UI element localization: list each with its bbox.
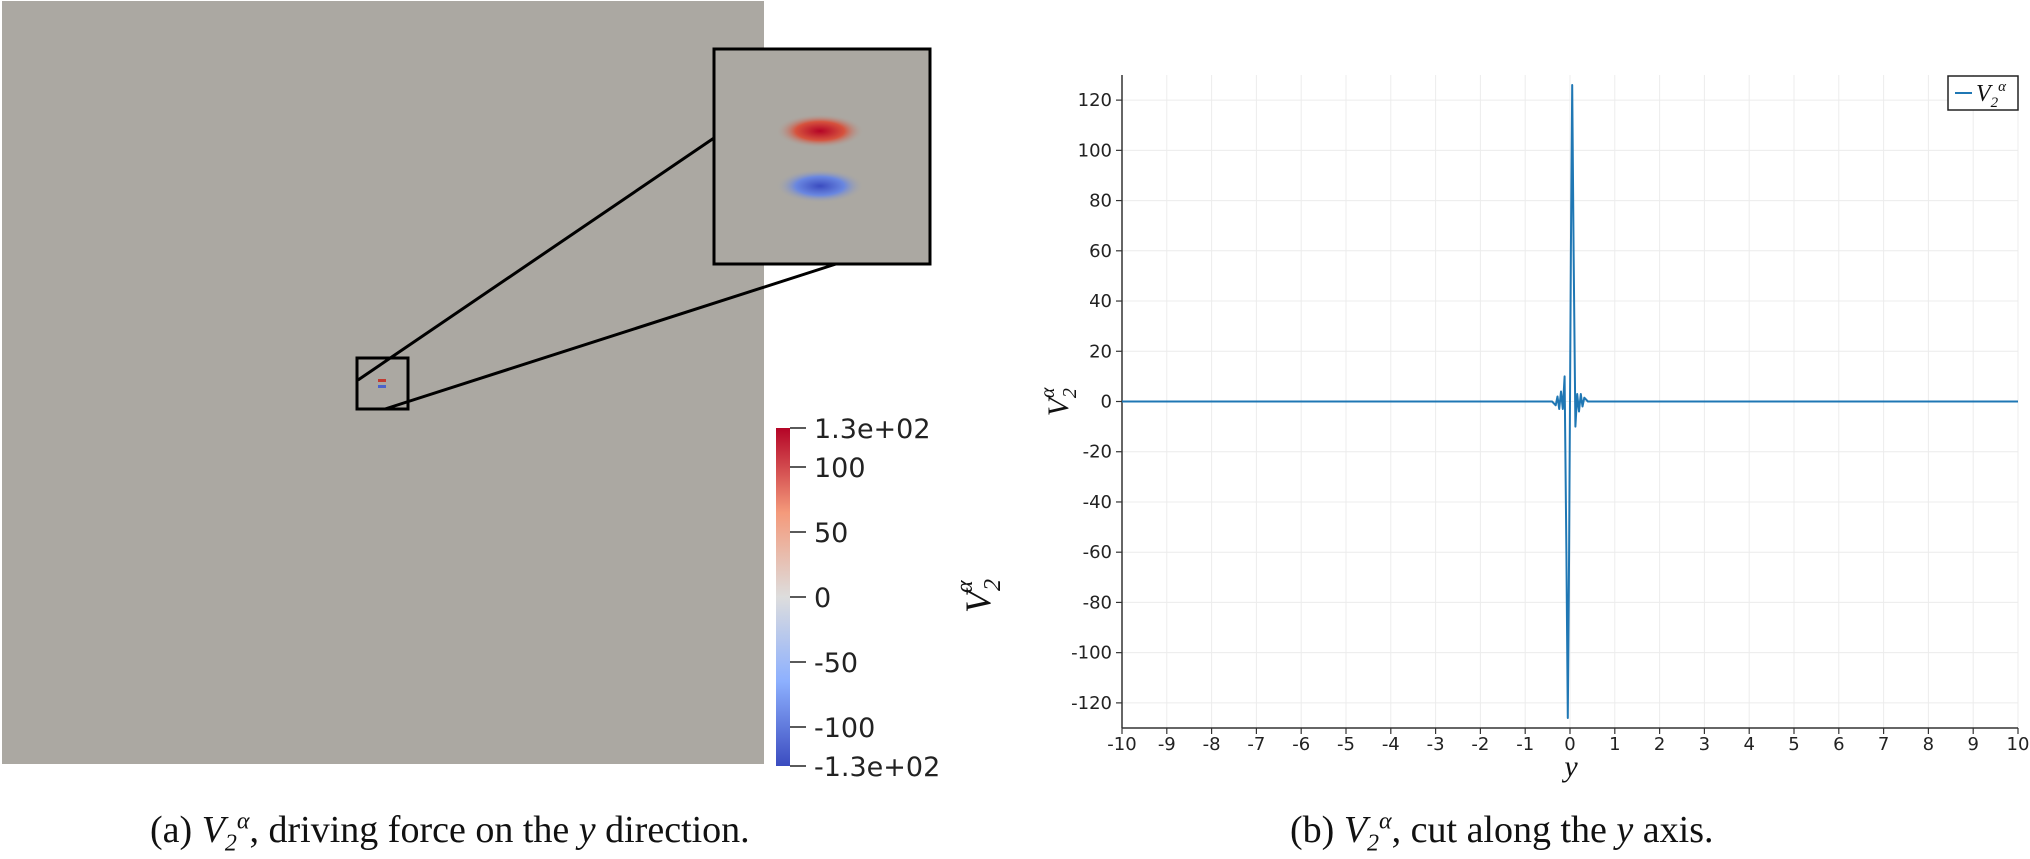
x-tick-label: -10 <box>1107 734 1136 755</box>
x-tick-label: -6 <box>1292 734 1310 755</box>
x-tick-label: -1 <box>1516 734 1534 755</box>
series-line <box>1122 84 2018 719</box>
x-tick-label: -9 <box>1158 734 1176 755</box>
y-tick-label: 100 <box>1078 140 1112 161</box>
y-tick-label: 40 <box>1089 291 1112 312</box>
inset-negative-lobe <box>776 169 864 203</box>
colorbar-tick-label: 50 <box>814 518 848 549</box>
line-chart: -10 -9 -8 -7 -6 -5 -4 -3 -2 -1 0 1 2 3 4 5 6 7 8 9 10 -120-1… <box>1037 75 2029 783</box>
zoom-region-box <box>355 356 410 411</box>
colorbar-tick-label: -50 <box>814 648 858 679</box>
y-tick-label: -120 <box>1071 693 1112 714</box>
x-tick-label: 5 <box>1788 734 1799 755</box>
field-source-negative <box>378 385 386 388</box>
y-tick-label: 0 <box>1101 392 1112 413</box>
x-tick-label: 8 <box>1923 734 1934 755</box>
y-tick-label: 80 <box>1089 191 1112 212</box>
chart-series <box>1122 84 2018 719</box>
y-axis-label: V2α <box>1037 387 1081 416</box>
x-tick-label: 4 <box>1743 734 1754 755</box>
x-tick-label: 9 <box>1967 734 1978 755</box>
x-tick-label: -3 <box>1427 734 1445 755</box>
field-plot <box>2 1 932 764</box>
colorbar-tick-label: -1.3e+02 <box>814 752 940 783</box>
y-tick-label: 60 <box>1089 241 1112 262</box>
y-tick-label: -20 <box>1083 442 1112 463</box>
x-tick-label: 2 <box>1654 734 1665 755</box>
x-tick-label: 6 <box>1833 734 1844 755</box>
chart-legend: V2α <box>1947 75 2019 111</box>
caption-b: (b) V2α, cut along the y axis. <box>1290 808 1714 857</box>
colorbar-tick-label: -100 <box>814 713 875 744</box>
y-tick-labels: -120 -100 -80 -60 -40 -20 0 20 40 60 80 100 120 <box>1071 90 1112 714</box>
y-tick-label: -100 <box>1071 643 1112 664</box>
x-tick-label: 0 <box>1564 734 1575 755</box>
x-tick-label: 3 <box>1699 734 1710 755</box>
inset-positive-lobe <box>776 114 864 148</box>
x-tick-label: -4 <box>1382 734 1400 755</box>
colorbar-gradient <box>776 428 790 766</box>
colorbar-tick-label: 0 <box>814 583 831 614</box>
caption-a: (a) V2α, driving force on the y directio… <box>150 808 750 857</box>
colorbar-tick-label: 100 <box>814 453 866 484</box>
field-source-positive <box>378 379 386 382</box>
x-tick-label: -2 <box>1471 734 1489 755</box>
x-tick-label: -8 <box>1203 734 1221 755</box>
y-tick-label: 120 <box>1078 90 1112 111</box>
colorbar-ticks: 1.3e+02 100 50 0 -50 -100 -1.3e+02 <box>790 414 940 783</box>
zoom-connector-bottom <box>384 262 837 411</box>
y-tick-label: -60 <box>1083 542 1112 563</box>
y-tick-label: -40 <box>1083 492 1112 513</box>
x-tick-label: -5 <box>1337 734 1355 755</box>
y-tick-label: -80 <box>1083 592 1112 613</box>
x-tick-label: 1 <box>1609 734 1620 755</box>
zoom-inset <box>712 47 932 266</box>
colorbar-tick-label: 1.3e+02 <box>814 414 931 445</box>
y-tick-label: 20 <box>1089 341 1112 362</box>
x-tick-label: 7 <box>1878 734 1889 755</box>
x-tick-label: 10 <box>2007 734 2030 755</box>
field-domain <box>2 1 764 764</box>
zoom-connector-top <box>357 136 715 382</box>
x-tick-label: -7 <box>1247 734 1265 755</box>
colorbar: 1.3e+02 100 50 0 -50 -100 -1.3e+02 V2α <box>776 414 1006 783</box>
x-axis-label: y <box>1561 750 1578 783</box>
colorbar-title: V2α <box>952 579 1006 613</box>
x-tick-labels: -10 -9 -8 -7 -6 -5 -4 -3 -2 -1 0 1 2 3 4 5 6 7 8 9 10 <box>1107 734 2029 755</box>
